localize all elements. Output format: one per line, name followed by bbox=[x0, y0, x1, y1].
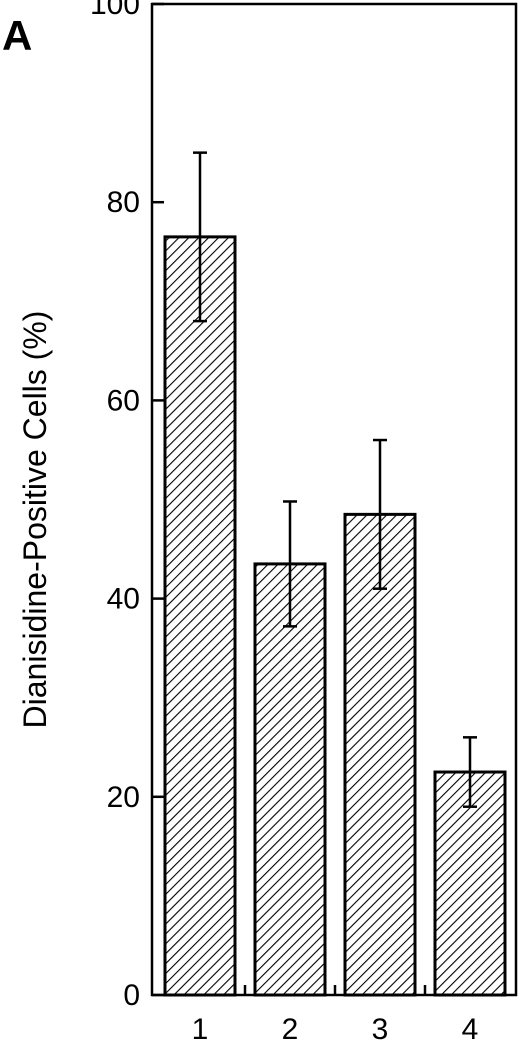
bar bbox=[343, 512, 417, 997]
x-tick-label: 1 bbox=[192, 1013, 209, 1046]
y-tick-label: 100 bbox=[90, 0, 140, 21]
y-tick-label: 20 bbox=[107, 781, 140, 814]
bar bbox=[163, 235, 237, 997]
x-tick-label: 2 bbox=[282, 1013, 299, 1046]
panel-label: A bbox=[2, 12, 32, 59]
y-tick-label: 0 bbox=[123, 979, 140, 1012]
bar bbox=[253, 562, 327, 997]
y-tick-label: 60 bbox=[107, 384, 140, 417]
y-tick-label: 40 bbox=[107, 583, 140, 616]
y-tick-label: 80 bbox=[107, 186, 140, 219]
bars-group: 1 2 3 4 bbox=[163, 151, 507, 1046]
x-tick-label: 4 bbox=[462, 1013, 479, 1046]
bar bbox=[433, 770, 507, 997]
y-axis-label: Dianisidine-Positive Cells (%) bbox=[17, 311, 53, 729]
plot-area: 0 20 40 60 80 100 bbox=[90, 0, 518, 1012]
x-tick-label: 3 bbox=[372, 1013, 389, 1046]
